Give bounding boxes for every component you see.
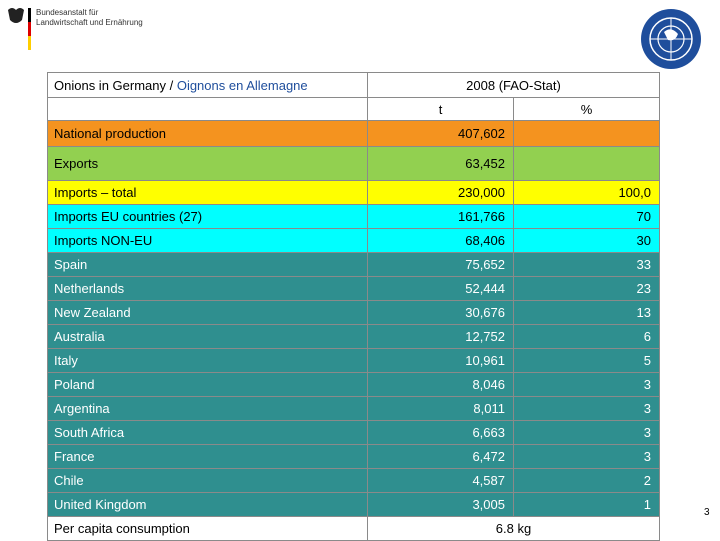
table-row: United Kingdom 3,005 1 <box>47 492 660 517</box>
table-row: Imports NON-EU 68,406 30 <box>47 228 660 253</box>
tonnes: 30,676 <box>367 300 514 325</box>
tonnes: 161,766 <box>367 204 514 229</box>
table-row: Netherlands 52,444 23 <box>47 276 660 301</box>
percent: 3 <box>513 444 660 469</box>
row-label: Imports EU countries (27) <box>47 204 368 229</box>
row-label: Imports NON-EU <box>47 228 368 253</box>
title-translation: Oignons en Allemagne <box>176 77 308 93</box>
row-label: Spain <box>47 252 368 277</box>
title: Onions in Germany / <box>54 77 177 93</box>
row-label: Chile <box>47 468 368 493</box>
percent: 30 <box>513 228 660 253</box>
table-row: Spain 75,652 33 <box>47 252 660 277</box>
tonnes: 3,005 <box>367 492 514 517</box>
title-cell: Onions in Germany / Oignons en Allemagne <box>47 72 368 98</box>
row-label: Australia <box>47 324 368 349</box>
tonnes: 10,961 <box>367 348 514 373</box>
table-row: Imports – total 230,000 100,0 <box>47 180 660 205</box>
percent: 5 <box>513 348 660 373</box>
row-label: Exports <box>47 146 368 181</box>
consumption: 6.8 kg <box>367 516 660 541</box>
tonnes: 407,602 <box>367 120 514 147</box>
percent: 6 <box>513 324 660 349</box>
table-row: Exports 63,452 <box>47 146 660 181</box>
onion-table: Onions in Germany / Oignons en Allemagne… <box>47 72 660 541</box>
row-label: United Kingdom <box>47 492 368 517</box>
percent: 33 <box>513 252 660 277</box>
row-label: New Zealand <box>47 300 368 325</box>
table-row: Argentina 8,011 3 <box>47 396 660 421</box>
percent: 100,0 <box>513 180 660 205</box>
unit-pct: % <box>513 97 660 121</box>
table-row: Australia 12,752 6 <box>47 324 660 349</box>
unit-t: t <box>367 97 514 121</box>
row-label: Poland <box>47 372 368 397</box>
tonnes: 6,663 <box>367 420 514 445</box>
row-label: Imports – total <box>47 180 368 205</box>
row-label: France <box>47 444 368 469</box>
table-row: South Africa 6,663 3 <box>47 420 660 445</box>
percent: 3 <box>513 396 660 421</box>
row-label: Italy <box>47 348 368 373</box>
percent: 13 <box>513 300 660 325</box>
tonnes: 230,000 <box>367 180 514 205</box>
row-label: South Africa <box>47 420 368 445</box>
percent: 1 <box>513 492 660 517</box>
percent: 3 <box>513 372 660 397</box>
row-label: Argentina <box>47 396 368 421</box>
tonnes: 6,472 <box>367 444 514 469</box>
table-row: Per capita consumption 6.8 kg <box>47 516 660 541</box>
empty-cell <box>47 97 368 121</box>
table-row: Chile 4,587 2 <box>47 468 660 493</box>
tonnes: 63,452 <box>367 146 514 181</box>
percent: 3 <box>513 420 660 445</box>
table-row: France 6,472 3 <box>47 444 660 469</box>
percent: 70 <box>513 204 660 229</box>
row-label: Per capita consumption <box>47 516 368 541</box>
tonnes: 4,587 <box>367 468 514 493</box>
percent <box>513 146 660 181</box>
tonnes: 68,406 <box>367 228 514 253</box>
tonnes: 8,046 <box>367 372 514 397</box>
org-name: Bundesanstalt für <box>36 8 99 17</box>
tonnes: 52,444 <box>367 276 514 301</box>
table-row: National production 407,602 <box>47 120 660 147</box>
row-label: Netherlands <box>47 276 368 301</box>
org-name: Landwirtschaft und Ernährung <box>36 18 143 27</box>
table-row: New Zealand 30,676 13 <box>47 300 660 325</box>
table-row: Poland 8,046 3 <box>47 372 660 397</box>
percent: 2 <box>513 468 660 493</box>
tonnes: 12,752 <box>367 324 514 349</box>
un-emblem <box>641 9 701 69</box>
tonnes: 8,011 <box>367 396 514 421</box>
table-row: Imports EU countries (27) 161,766 70 <box>47 204 660 229</box>
percent <box>513 120 660 147</box>
percent: 23 <box>513 276 660 301</box>
federal-logo <box>8 8 31 50</box>
period: 2008 (FAO-Stat) <box>367 72 660 98</box>
row-label: National production <box>47 120 368 147</box>
table-row: Italy 10,961 5 <box>47 348 660 373</box>
tonnes: 75,652 <box>367 252 514 277</box>
page-number: 3 <box>704 507 710 518</box>
